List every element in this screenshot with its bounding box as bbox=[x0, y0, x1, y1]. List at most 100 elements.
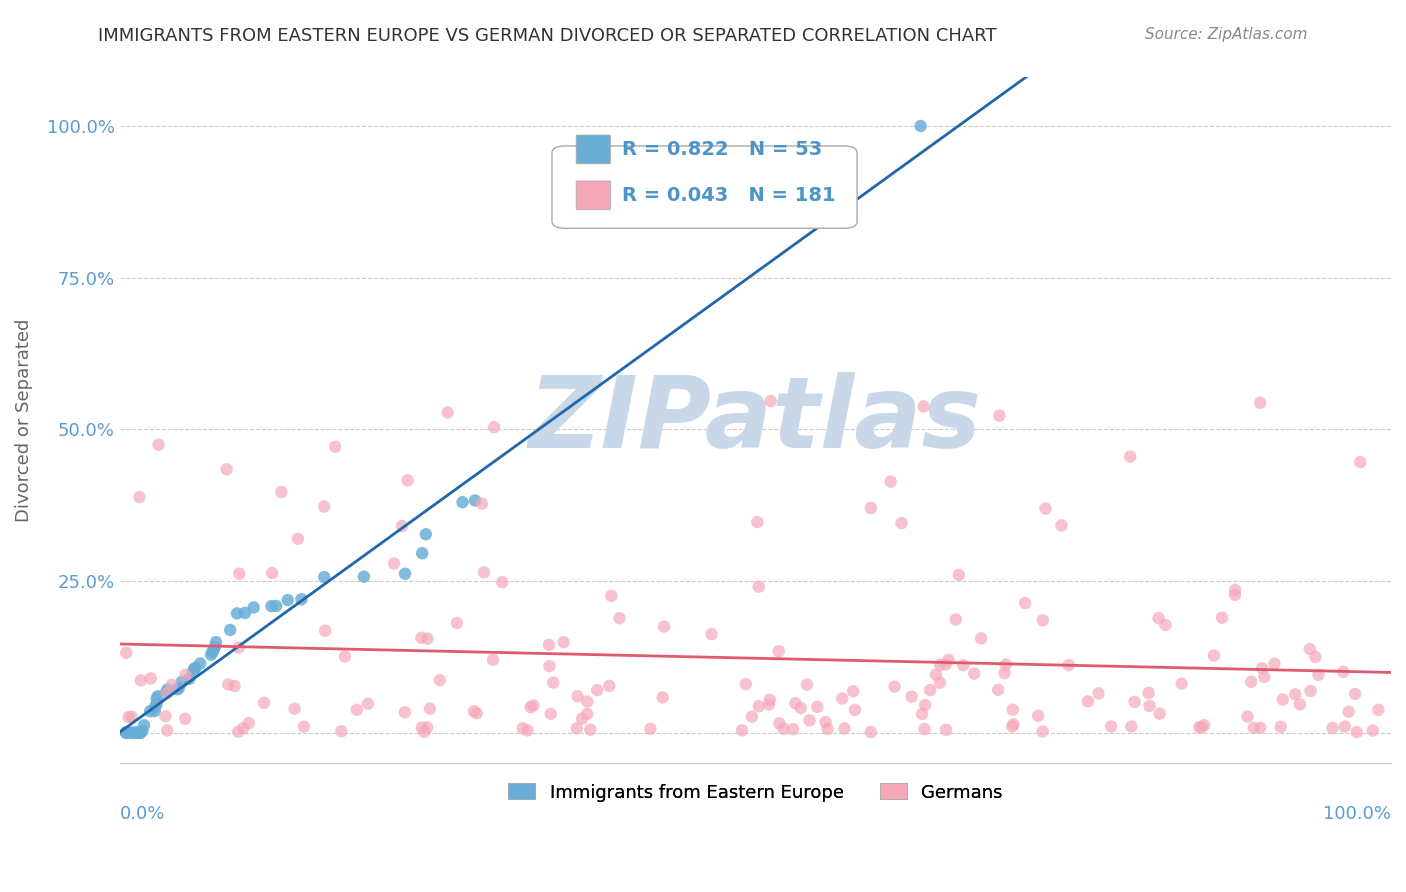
Text: Source: ZipAtlas.com: Source: ZipAtlas.com bbox=[1144, 27, 1308, 42]
Point bbox=[382, 557, 405, 571]
Point bbox=[1001, 703, 1024, 717]
Point bbox=[1271, 692, 1294, 706]
Point bbox=[155, 709, 177, 723]
Point bbox=[925, 667, 948, 681]
Point bbox=[353, 569, 375, 583]
Point bbox=[472, 566, 495, 580]
Point bbox=[148, 438, 170, 452]
Point bbox=[290, 592, 312, 607]
Point bbox=[1253, 670, 1275, 684]
Point bbox=[519, 700, 541, 714]
Point bbox=[1270, 720, 1292, 734]
Point bbox=[391, 519, 413, 533]
Text: IMMIGRANTS FROM EASTERN EUROPE VS GERMAN DIVORCED OR SEPARATED CORRELATION CHART: IMMIGRANTS FROM EASTERN EUROPE VS GERMAN… bbox=[98, 27, 997, 45]
Point bbox=[1147, 611, 1170, 625]
Point bbox=[1284, 687, 1306, 701]
Point bbox=[1243, 721, 1265, 735]
Point bbox=[233, 606, 256, 620]
Point bbox=[120, 709, 142, 723]
Point bbox=[174, 668, 197, 682]
Point bbox=[115, 646, 138, 660]
Point bbox=[538, 659, 561, 673]
Point bbox=[1263, 657, 1285, 671]
Point bbox=[143, 704, 166, 718]
Point bbox=[117, 710, 139, 724]
Point bbox=[156, 686, 179, 700]
Point bbox=[831, 691, 853, 706]
Point bbox=[1002, 717, 1025, 731]
Point bbox=[436, 405, 458, 419]
Point bbox=[741, 709, 763, 723]
Point bbox=[1223, 582, 1246, 597]
Point bbox=[167, 681, 190, 696]
Point bbox=[579, 723, 602, 737]
Point bbox=[543, 675, 565, 690]
Point bbox=[160, 678, 183, 692]
Point bbox=[232, 721, 254, 735]
Point bbox=[357, 697, 380, 711]
Point bbox=[879, 475, 901, 489]
Point bbox=[188, 657, 211, 671]
Point bbox=[202, 643, 225, 657]
Point bbox=[1149, 706, 1171, 721]
Point bbox=[576, 706, 599, 721]
Point bbox=[1077, 694, 1099, 708]
Point bbox=[219, 623, 242, 637]
Point bbox=[1249, 396, 1271, 410]
Point bbox=[1303, 649, 1326, 664]
Point bbox=[1331, 665, 1354, 679]
Point bbox=[758, 698, 780, 712]
Text: 0.0%: 0.0% bbox=[120, 805, 165, 823]
Point bbox=[411, 546, 433, 560]
Point bbox=[910, 119, 932, 133]
Point bbox=[132, 718, 155, 732]
Point bbox=[522, 698, 544, 713]
Point bbox=[471, 497, 494, 511]
Point bbox=[1367, 703, 1389, 717]
Point bbox=[748, 699, 770, 714]
Point bbox=[796, 678, 818, 692]
Point bbox=[516, 723, 538, 738]
Point bbox=[129, 725, 152, 739]
Point bbox=[465, 706, 488, 721]
Point bbox=[600, 589, 623, 603]
Point bbox=[451, 495, 474, 509]
Point bbox=[1322, 721, 1344, 735]
Point bbox=[1251, 661, 1274, 675]
Point bbox=[806, 699, 828, 714]
Point bbox=[200, 648, 222, 662]
Point bbox=[446, 615, 468, 630]
Point bbox=[938, 653, 960, 667]
Point bbox=[651, 690, 673, 705]
Point bbox=[145, 691, 167, 706]
Point bbox=[205, 635, 228, 649]
Point bbox=[491, 575, 513, 590]
Point bbox=[292, 720, 315, 734]
Point bbox=[115, 725, 138, 739]
Point bbox=[988, 409, 1011, 423]
Point bbox=[122, 725, 145, 739]
Point bbox=[890, 516, 912, 531]
Point bbox=[935, 723, 957, 737]
Point bbox=[115, 725, 138, 739]
Point bbox=[817, 722, 839, 736]
Point bbox=[782, 722, 804, 736]
Point bbox=[179, 672, 201, 686]
Point bbox=[429, 673, 451, 688]
Point bbox=[139, 672, 162, 686]
FancyBboxPatch shape bbox=[576, 135, 610, 164]
Point bbox=[912, 400, 935, 414]
Point bbox=[952, 658, 974, 673]
Point bbox=[700, 627, 723, 641]
Point bbox=[413, 725, 436, 739]
Point bbox=[156, 723, 179, 738]
Point bbox=[253, 696, 276, 710]
Point bbox=[1236, 709, 1258, 723]
Point bbox=[1346, 725, 1368, 739]
Point bbox=[799, 714, 821, 728]
Point bbox=[204, 640, 226, 654]
Point bbox=[115, 725, 138, 739]
Point bbox=[1087, 686, 1109, 700]
Point bbox=[987, 682, 1010, 697]
Point bbox=[1249, 721, 1271, 735]
